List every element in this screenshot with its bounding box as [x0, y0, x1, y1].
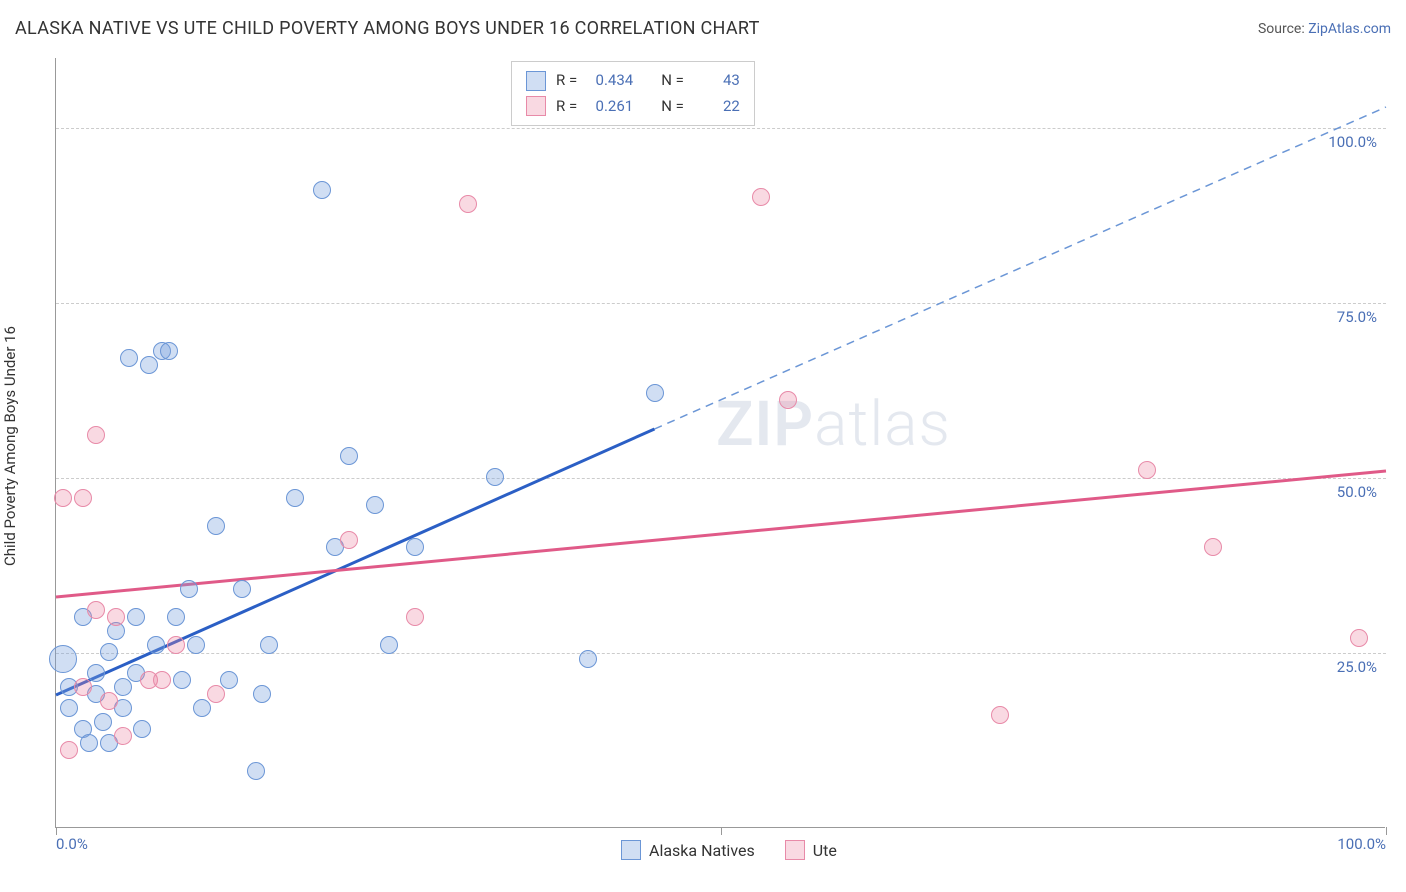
scatter-point: [173, 671, 191, 689]
legend-swatch: [526, 96, 546, 116]
scatter-point: [49, 645, 77, 673]
y-tick-label: 100.0%: [1328, 133, 1377, 151]
y-tick-label: 25.0%: [1337, 658, 1377, 676]
watermark: ZIPatlas: [716, 388, 951, 461]
n-label: N =: [661, 68, 684, 94]
grid-line: [56, 653, 1386, 654]
scatter-point: [340, 447, 358, 465]
scatter-point: [87, 426, 105, 444]
scatter-point: [779, 391, 797, 409]
scatter-point: [406, 538, 424, 556]
y-tick-label: 50.0%: [1337, 483, 1377, 501]
scatter-point: [167, 608, 185, 626]
grid-line: [56, 128, 1386, 129]
trend-solid: [56, 471, 1386, 597]
scatter-point: [114, 727, 132, 745]
scatter-point: [100, 643, 118, 661]
x-tick-label: 100.0%: [1337, 835, 1386, 853]
scatter-point: [1350, 629, 1368, 647]
scatter-point: [646, 384, 664, 402]
n-value: 43: [694, 68, 740, 94]
trend-solid: [56, 429, 655, 695]
r-value: 0.434: [587, 68, 633, 94]
grid-line: [56, 303, 1386, 304]
series-legend-item: Alaska Natives: [621, 840, 755, 860]
scatter-point: [207, 517, 225, 535]
chart-title: ALASKA NATIVE VS UTE CHILD POVERTY AMONG…: [15, 18, 760, 39]
scatter-point: [147, 636, 165, 654]
scatter-point: [114, 678, 132, 696]
series-name: Ute: [813, 841, 837, 860]
stats-legend-row: R = 0.434 N = 43: [526, 68, 740, 94]
scatter-point: [233, 580, 251, 598]
scatter-point: [187, 636, 205, 654]
series-name: Alaska Natives: [649, 841, 755, 860]
scatter-point: [153, 671, 171, 689]
trend-dash: [655, 107, 1387, 429]
n-label: N =: [661, 94, 684, 120]
scatter-point: [87, 601, 105, 619]
scatter-point: [247, 762, 265, 780]
scatter-point: [193, 699, 211, 717]
scatter-point: [60, 741, 78, 759]
scatter-point: [94, 713, 112, 731]
scatter-point: [380, 636, 398, 654]
legend-swatch: [621, 840, 641, 860]
scatter-point: [167, 636, 185, 654]
scatter-point: [133, 720, 151, 738]
x-tick: [1386, 827, 1387, 835]
scatter-point: [74, 489, 92, 507]
scatter-point: [313, 181, 331, 199]
series-legend: Alaska Natives Ute: [621, 840, 837, 860]
source-link[interactable]: ZipAtlas.com: [1308, 21, 1391, 37]
scatter-point: [54, 489, 72, 507]
scatter-point: [80, 734, 98, 752]
chart-header: ALASKA NATIVE VS UTE CHILD POVERTY AMONG…: [15, 18, 1391, 39]
scatter-point: [180, 580, 198, 598]
scatter-point: [120, 349, 138, 367]
scatter-point: [1138, 461, 1156, 479]
y-tick-label: 75.0%: [1337, 308, 1377, 326]
chart-source: Source: ZipAtlas.com: [1258, 21, 1391, 37]
grid-line: [56, 478, 1386, 479]
legend-swatch: [785, 840, 805, 860]
y-axis-label: Child Poverty Among Boys Under 16: [1, 326, 19, 566]
legend-swatch: [526, 71, 546, 91]
scatter-point: [340, 531, 358, 549]
scatter-point: [991, 706, 1009, 724]
n-value: 22: [694, 94, 740, 120]
scatter-point: [127, 608, 145, 626]
stats-legend-row: R = 0.261 N = 22: [526, 94, 740, 120]
scatter-chart: 25.0%50.0%75.0%100.0%0.0%100.0%ZIPatlasR…: [55, 58, 1385, 828]
scatter-point: [60, 699, 78, 717]
scatter-point: [107, 608, 125, 626]
scatter-point: [579, 650, 597, 668]
scatter-point: [160, 342, 178, 360]
series-legend-item: Ute: [785, 840, 837, 860]
scatter-point: [140, 356, 158, 374]
scatter-point: [366, 496, 384, 514]
r-value: 0.261: [587, 94, 633, 120]
scatter-point: [87, 664, 105, 682]
trend-lines: [56, 58, 1386, 828]
x-tick-label: 0.0%: [56, 835, 88, 853]
source-label: Source:: [1258, 21, 1308, 37]
x-tick: [56, 827, 57, 835]
r-label: R =: [556, 68, 577, 94]
scatter-point: [220, 671, 238, 689]
scatter-point: [207, 685, 225, 703]
scatter-point: [406, 608, 424, 626]
scatter-point: [253, 685, 271, 703]
scatter-point: [74, 678, 92, 696]
scatter-point: [286, 489, 304, 507]
scatter-point: [100, 692, 118, 710]
stats-legend: R = 0.434 N = 43 R = 0.261 N = 22: [511, 61, 755, 126]
scatter-point: [1204, 538, 1222, 556]
scatter-point: [486, 468, 504, 486]
r-label: R =: [556, 94, 577, 120]
scatter-point: [260, 636, 278, 654]
scatter-point: [752, 188, 770, 206]
x-tick: [721, 827, 722, 835]
scatter-point: [459, 195, 477, 213]
